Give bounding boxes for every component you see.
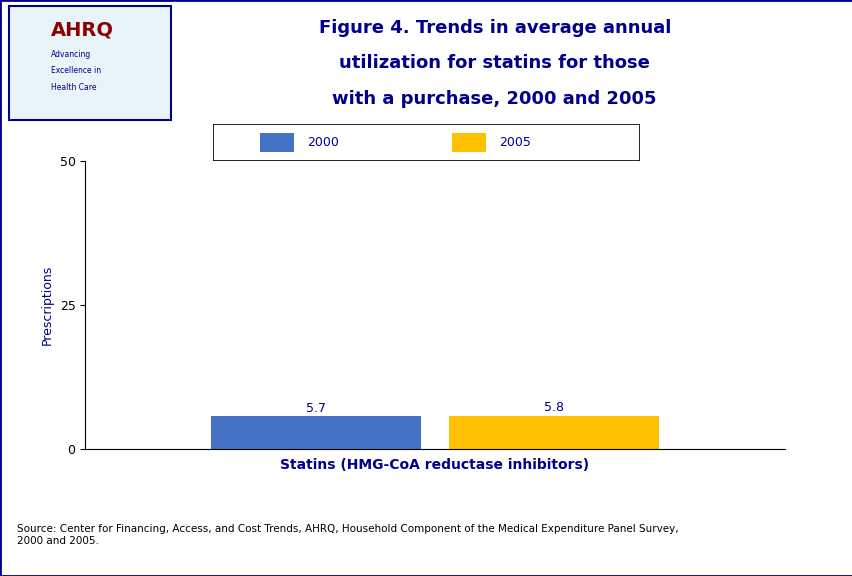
Bar xyxy=(448,416,658,449)
Bar xyxy=(211,416,421,449)
X-axis label: Statins (HMG-CoA reductase inhibitors): Statins (HMG-CoA reductase inhibitors) xyxy=(280,457,589,472)
FancyBboxPatch shape xyxy=(260,133,294,152)
Text: Advancing: Advancing xyxy=(51,50,91,59)
Text: Excellence in: Excellence in xyxy=(51,66,101,75)
Text: Health Care: Health Care xyxy=(51,83,96,92)
Text: with a purchase, 2000 and 2005: with a purchase, 2000 and 2005 xyxy=(332,90,656,108)
FancyBboxPatch shape xyxy=(452,133,486,152)
Text: 5.7: 5.7 xyxy=(306,401,325,415)
Y-axis label: Prescriptions: Prescriptions xyxy=(41,265,54,346)
Text: utilization for statins for those: utilization for statins for those xyxy=(339,54,649,73)
FancyBboxPatch shape xyxy=(213,124,639,161)
Text: Figure 4. Trends in average annual: Figure 4. Trends in average annual xyxy=(318,19,671,37)
Text: 5.8: 5.8 xyxy=(544,401,563,414)
Text: 2005: 2005 xyxy=(498,136,530,149)
Text: Source: Center for Financing, Access, and Cost Trends, AHRQ, Household Component: Source: Center for Financing, Access, an… xyxy=(17,524,678,546)
FancyBboxPatch shape xyxy=(9,6,170,120)
Text: AHRQ: AHRQ xyxy=(51,21,114,40)
Text: 2000: 2000 xyxy=(307,136,338,149)
